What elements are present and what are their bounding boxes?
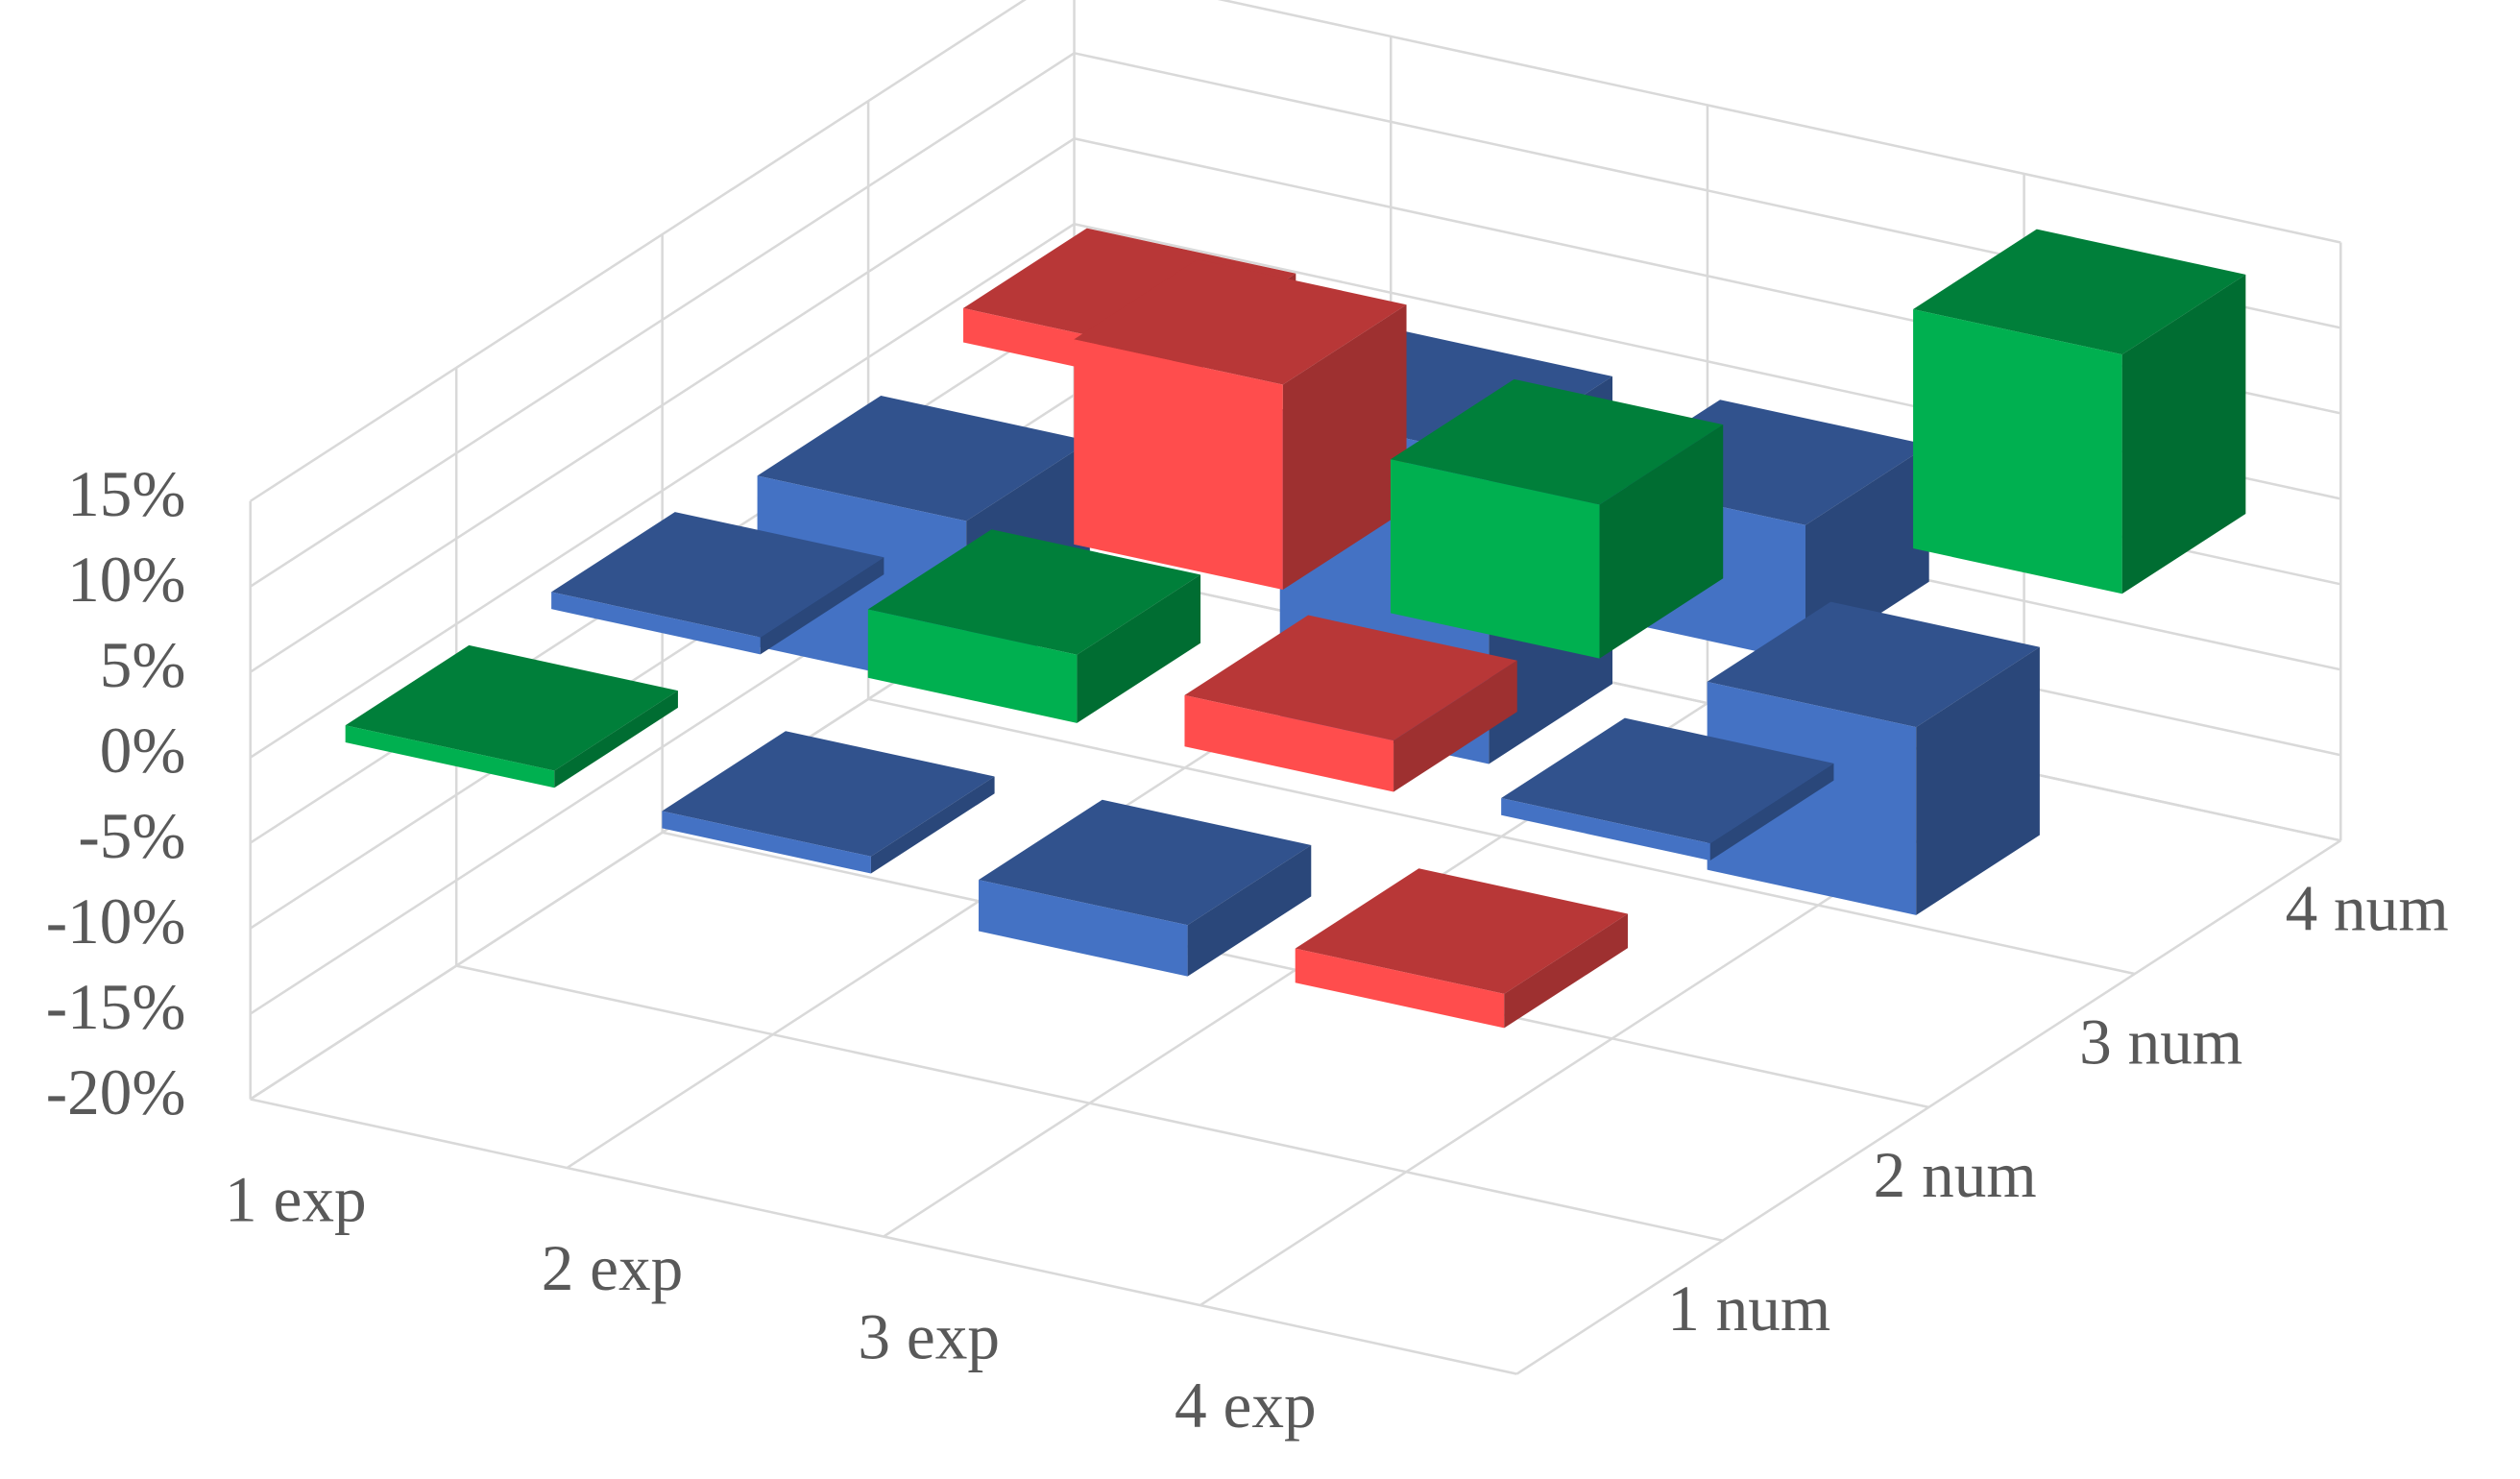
bar-front <box>979 880 1188 977</box>
bar-top <box>757 396 1090 521</box>
bar-side <box>554 691 678 788</box>
bar-top <box>1913 229 2246 355</box>
bar-top <box>1074 259 1407 385</box>
bar-front <box>1295 948 1505 1029</box>
bar-side <box>1393 660 1517 792</box>
bar-side <box>2121 274 2246 594</box>
bar-top <box>551 512 884 638</box>
bar-front <box>551 592 761 655</box>
depth-tick-label: 1 num <box>1667 1273 1830 1345</box>
x-tick-label: 2 exp <box>542 1232 684 1304</box>
bar-top <box>662 731 995 857</box>
bar-front <box>345 725 555 788</box>
bar-top <box>345 644 678 771</box>
bar-side <box>1187 844 1312 977</box>
y-tick-label: 5% <box>100 629 186 701</box>
x-tick-label: 4 exp <box>1175 1370 1317 1442</box>
grid-line <box>250 223 1076 759</box>
bar-top <box>1707 601 2040 728</box>
grid-line <box>250 137 1076 673</box>
bar-side <box>1504 913 1628 1029</box>
bar-front <box>1913 308 2122 594</box>
y-tick-label: 10% <box>67 544 185 616</box>
bar-top <box>1295 868 1628 994</box>
grid-line <box>250 52 1076 588</box>
floor-grid-line <box>1515 839 2341 1375</box>
bar-top <box>1390 378 1724 505</box>
bar-side <box>1282 304 1407 591</box>
bar-front <box>867 609 1078 723</box>
y-tick-label: 0% <box>100 715 186 787</box>
bar-top <box>1184 615 1517 741</box>
x-tick-label: 1 exp <box>225 1163 367 1235</box>
bar-front <box>1074 339 1283 591</box>
depth-tick-label: 4 num <box>2286 872 2449 944</box>
bar-side <box>1709 763 1834 861</box>
bar-front <box>1501 797 1710 861</box>
y-tick-label: -10% <box>46 885 186 958</box>
bar-front <box>1390 459 1600 659</box>
bar-side <box>1916 646 2040 915</box>
y-tick-label: 15% <box>67 458 185 530</box>
bar-side <box>1077 574 1201 723</box>
y-tick-label: -15% <box>46 971 186 1043</box>
bar-side <box>1599 424 1724 659</box>
y-tick-label: -5% <box>78 800 185 872</box>
bar-front <box>1707 681 1917 915</box>
bar-front <box>662 811 871 874</box>
bar-front <box>1184 694 1394 792</box>
grid-line <box>250 0 1027 502</box>
bar-top <box>979 799 1312 926</box>
bar-side <box>870 776 995 874</box>
depth-tick-label: 2 num <box>1874 1139 2037 1211</box>
depth-tick-label: 3 num <box>2079 1006 2242 1078</box>
grid-line <box>1217 0 2341 244</box>
x-tick-label: 3 exp <box>858 1300 1000 1372</box>
bar-top <box>1501 717 1834 844</box>
y-tick-label: -20% <box>46 1056 186 1128</box>
bar-top <box>867 529 1201 655</box>
bar-side <box>760 557 884 655</box>
